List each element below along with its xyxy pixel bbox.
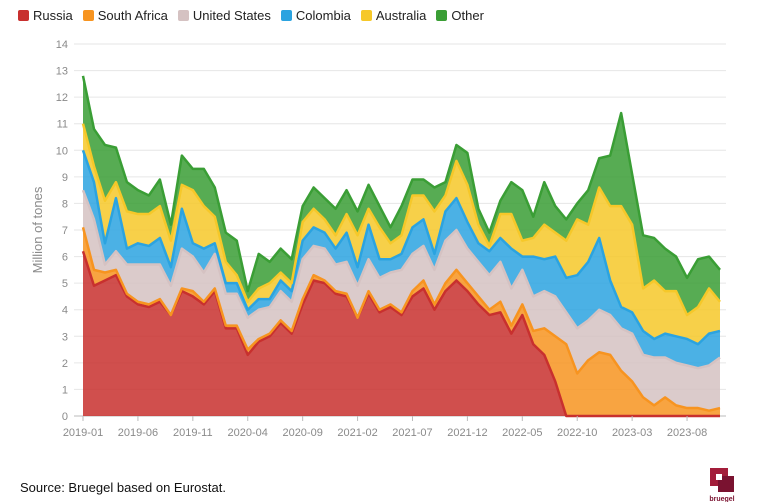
- legend-swatch: [82, 9, 94, 21]
- y-tick-label: 13: [56, 66, 68, 78]
- bruegel-logo: bruegel: [709, 468, 735, 502]
- line-south-africa: [81, 227, 721, 412]
- area-russia[interactable]: [83, 251, 720, 416]
- legend-label: Australia: [375, 7, 427, 23]
- line-australia: [81, 123, 721, 317]
- legend-item-south-africa[interactable]: South Africa: [82, 7, 168, 23]
- y-tick-label: 0: [62, 411, 68, 423]
- line-united-states: [81, 189, 721, 370]
- area-colombia[interactable]: [83, 150, 720, 369]
- series-lines: [81, 75, 721, 418]
- area-other[interactable]: [83, 75, 720, 316]
- y-tick-label: 3: [62, 331, 68, 343]
- y-tick-label: 2: [62, 358, 68, 370]
- y-tick-label: 8: [62, 198, 68, 210]
- line-colombia: [81, 149, 721, 346]
- y-tick-label: 6: [62, 252, 68, 264]
- area-south-africa[interactable]: [83, 227, 720, 416]
- legend-item-united-states[interactable]: United States: [177, 7, 271, 23]
- x-tick-label: 2023-08: [667, 427, 707, 439]
- y-tick-label: 10: [56, 145, 68, 157]
- legend-label: United States: [192, 7, 271, 23]
- legend: Russia South Africa United States Colombia A…: [18, 5, 494, 25]
- x-tick-label: 2021-12: [447, 427, 487, 439]
- x-tick-label: 2022-05: [502, 427, 542, 439]
- y-axis-title: Million of tones: [30, 186, 45, 273]
- legend-label: Russia: [33, 7, 73, 23]
- logo-wordmark: bruegel: [709, 496, 734, 502]
- logo-notch: [716, 474, 722, 480]
- x-tick-label: 2020-09: [282, 427, 322, 439]
- x-tick-label: 2021-07: [392, 427, 432, 439]
- x-tick-label: 2019-06: [118, 427, 158, 439]
- legend-swatch: [360, 9, 372, 21]
- y-tick-label: 5: [62, 278, 68, 290]
- y-tick-label: 4: [62, 305, 68, 317]
- y-tick-label: 14: [56, 39, 68, 51]
- x-tick-label: 2019-01: [63, 427, 103, 439]
- legend-label: Colombia: [295, 7, 351, 23]
- legend-item-colombia[interactable]: Colombia: [280, 7, 351, 23]
- line-other: [81, 75, 721, 293]
- area-united-states[interactable]: [83, 190, 720, 411]
- legend-swatch: [280, 9, 292, 21]
- x-tick-label: 2019-11: [173, 427, 213, 439]
- x-tick-label: 2023-03: [612, 427, 652, 439]
- y-tick-label: 7: [62, 225, 68, 237]
- legend-item-australia[interactable]: Australia: [360, 7, 427, 23]
- x-tick-label: 2022-10: [557, 427, 597, 439]
- source-note: Source: Bruegel based on Eurostat.: [20, 480, 226, 495]
- legend-label: South Africa: [97, 7, 168, 23]
- legend-swatch: [177, 9, 189, 21]
- legend-label: Other: [451, 7, 484, 23]
- x-tick-label: 2020-04: [228, 427, 268, 439]
- x-tick-label: 2021-02: [337, 427, 377, 439]
- legend-swatch: [18, 9, 29, 21]
- y-tick-label: 9: [62, 172, 68, 184]
- legend-item-other[interactable]: Other: [436, 8, 484, 23]
- line-russia: [81, 250, 720, 418]
- y-tick-label: 1: [62, 384, 68, 396]
- legend-swatch: [436, 9, 448, 21]
- x-axis-ticks: 2019-01 2019-06 2019-11 2020-04 2020-09 2021-…: [63, 416, 707, 439]
- y-tick-label: 11: [57, 119, 68, 131]
- legend-item-russia[interactable]: Russia: [18, 8, 73, 23]
- y-tick-label: 12: [56, 92, 68, 104]
